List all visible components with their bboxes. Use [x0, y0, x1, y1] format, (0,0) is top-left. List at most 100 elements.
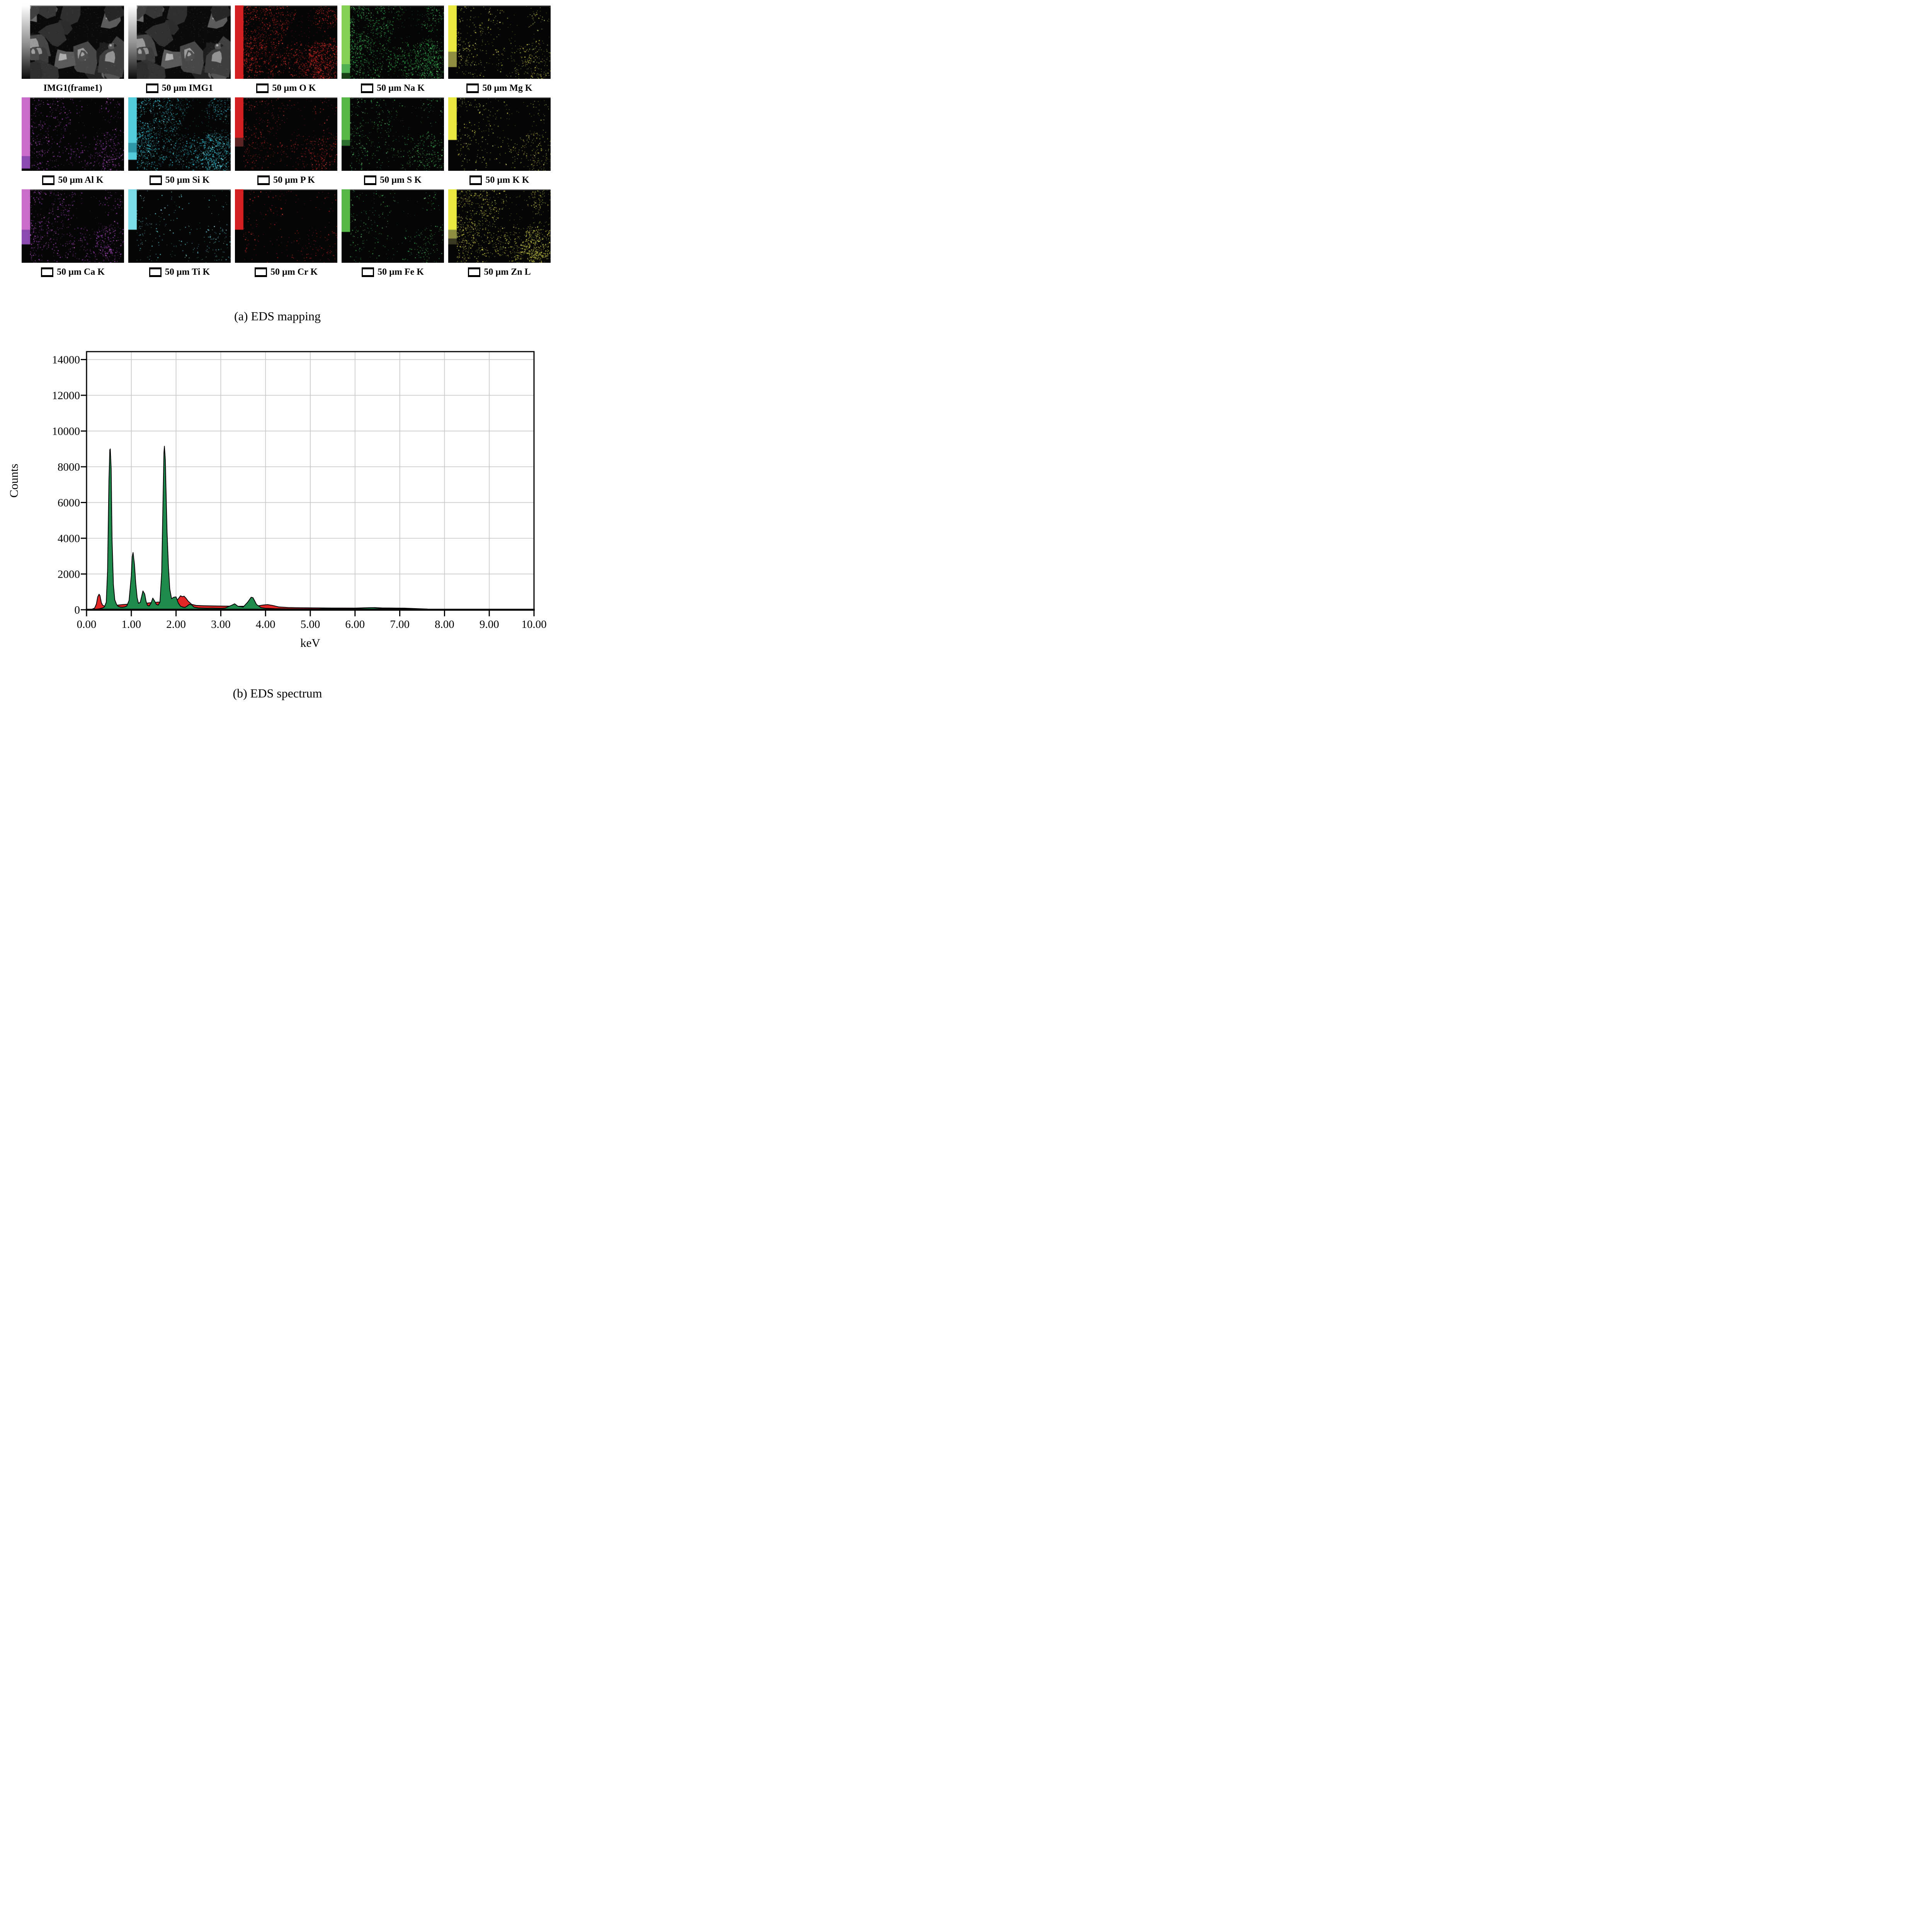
map-tile-label: 50 µm Fe K [342, 263, 444, 281]
scale-bar-icon [362, 267, 374, 277]
scale-bar-icon [257, 175, 270, 185]
eds-map-tile-k-k: 50 µm K K [448, 97, 551, 189]
caption-panel-a: (a) EDS mapping [234, 309, 321, 323]
x-axis-title: keV [300, 636, 320, 650]
map-tile-label: 50 µm IMG1 [128, 79, 231, 97]
figure-page: IMG1(frame1) 50 µm IMG1 50 µm O K 50 µm Na … [0, 0, 555, 704]
x-tick-label: 5.00 [301, 618, 320, 631]
eds-map-tile-ti-k: 50 µm Ti K [128, 189, 231, 281]
x-tick-label: 3.00 [211, 618, 231, 631]
map-tile-label-text: 50 µm Ti K [165, 267, 210, 277]
map-tile-label: 50 µm S K [342, 171, 444, 189]
map-tile-label: 50 µm Ca K [22, 263, 124, 281]
eds-map-tile-sem-frame1: IMG1(frame1) [22, 5, 124, 97]
element-map-s-k [342, 97, 444, 171]
eds-spectrum-svg: 0.00 1.00 2.00 3.00 4.00 5.00 6.00 7.00 8.00 9.00… [7, 351, 547, 650]
element-map-mg-k [448, 5, 551, 79]
map-tile-label: 50 µm Si K [128, 171, 231, 189]
element-map-na-k [342, 5, 444, 79]
eds-map-tile-fe-k: 50 µm Fe K [342, 189, 444, 281]
y-tick-label: 2000 [58, 568, 80, 581]
x-tick-label: 1.00 [121, 618, 141, 631]
map-tile-label: 50 µm Zn L [448, 263, 551, 281]
y-tick-label: 0 [75, 604, 80, 616]
map-tile-label: 50 µm Ti K [128, 263, 231, 281]
x-tick-label: 8.00 [435, 618, 454, 631]
x-tick-label: 0.00 [77, 618, 97, 631]
element-map-p-k [235, 97, 337, 171]
scale-bar-icon [361, 83, 374, 93]
eds-map-tile-zn-l: 50 µm Zn L [448, 189, 551, 281]
eds-map-tile-mg-k: 50 µm Mg K [448, 5, 551, 97]
y-tick-label: 4000 [58, 532, 80, 545]
element-map-o-k [235, 5, 337, 79]
scale-bar-icon [256, 83, 269, 93]
element-map-ti-k [128, 189, 231, 263]
x-tick-label: 2.00 [166, 618, 186, 631]
y-tick-label: 8000 [58, 461, 80, 473]
element-map-zn-l [448, 189, 551, 263]
map-tile-label-text: 50 µm K K [485, 175, 529, 185]
eds-map-tile-na-k: 50 µm Na K [342, 5, 444, 97]
map-tile-label-text: 50 µm Mg K [482, 83, 532, 93]
x-tick-label: 6.00 [345, 618, 365, 631]
map-tile-label: 50 µm O K [235, 79, 337, 97]
scale-bar-icon [149, 267, 162, 277]
y-tick-label: 12000 [52, 389, 80, 402]
caption-panel-b: (b) EDS spectrum [233, 686, 322, 700]
x-tick-label: 7.00 [390, 618, 410, 631]
eds-map-tile-cr-k: 50 µm Cr K [235, 189, 337, 281]
eds-map-tile-ca-k: 50 µm Ca K [22, 189, 124, 281]
scale-bar-icon [364, 175, 377, 185]
element-map-k-k [448, 97, 551, 171]
scale-bar-icon [468, 267, 481, 277]
y-tick-label: 6000 [58, 497, 80, 509]
scale-bar-icon [41, 267, 54, 277]
map-tile-label-text: 50 µm S K [380, 175, 422, 185]
eds-map-tile-s-k: 50 µm S K [342, 97, 444, 189]
map-tile-label: 50 µm Cr K [235, 263, 337, 281]
y-tick-label: 10000 [52, 425, 80, 438]
scale-bar-icon [254, 267, 267, 277]
scale-bar-icon [149, 175, 162, 185]
sem-image-sem-frame1 [22, 5, 124, 79]
scale-bar-icon [466, 83, 479, 93]
element-map-si-k [128, 97, 231, 171]
eds-map-grid: IMG1(frame1) 50 µm IMG1 50 µm O K 50 µm Na … [22, 5, 552, 281]
map-tile-label-text: IMG1(frame1) [43, 83, 102, 93]
map-tile-label: 50 µm Na K [342, 79, 444, 97]
eds-map-tile-sem-img1: 50 µm IMG1 [128, 5, 231, 97]
map-tile-label-text: 50 µm O K [272, 83, 316, 93]
x-tick-label: 4.00 [256, 618, 276, 631]
map-tile-label-text: 50 µm IMG1 [162, 83, 213, 93]
map-tile-label: 50 µm Mg K [448, 79, 551, 97]
map-tile-label: 50 µm P K [235, 171, 337, 189]
element-map-cr-k [235, 189, 337, 263]
map-tile-label-text: 50 µm Ca K [57, 267, 105, 277]
scale-bar-icon [469, 175, 482, 185]
x-tick-label: 10.00 [521, 618, 546, 631]
map-tile-label: IMG1(frame1) [22, 79, 124, 97]
map-tile-label-text: 50 µm Al K [58, 175, 104, 185]
map-tile-label-text: 50 µm Cr K [270, 267, 318, 277]
map-tile-label-text: 50 µm Si K [165, 175, 210, 185]
map-tile-label: 50 µm Al K [22, 171, 124, 189]
x-tick-label: 9.00 [480, 618, 499, 631]
scale-bar-icon [42, 175, 55, 185]
eds-spectrum-chart: 0.00 1.00 2.00 3.00 4.00 5.00 6.00 7.00 8.00 9.00… [0, 332, 555, 657]
y-tick-label: 14000 [52, 354, 80, 366]
element-map-fe-k [342, 189, 444, 263]
eds-map-tile-al-k: 50 µm Al K [22, 97, 124, 189]
map-tile-label-text: 50 µm Na K [377, 83, 425, 93]
eds-map-tile-si-k: 50 µm Si K [128, 97, 231, 189]
y-axis-title: Counts [7, 464, 20, 498]
scale-bar-icon [146, 83, 158, 93]
map-tile-label: 50 µm K K [448, 171, 551, 189]
element-map-ca-k [22, 189, 124, 263]
sem-image-sem-img1 [128, 5, 231, 79]
map-tile-label-text: 50 µm Zn L [484, 267, 531, 277]
eds-map-tile-p-k: 50 µm P K [235, 97, 337, 189]
map-tile-label-text: 50 µm P K [273, 175, 315, 185]
map-tile-label-text: 50 µm Fe K [378, 267, 424, 277]
eds-map-tile-o-k: 50 µm O K [235, 5, 337, 97]
